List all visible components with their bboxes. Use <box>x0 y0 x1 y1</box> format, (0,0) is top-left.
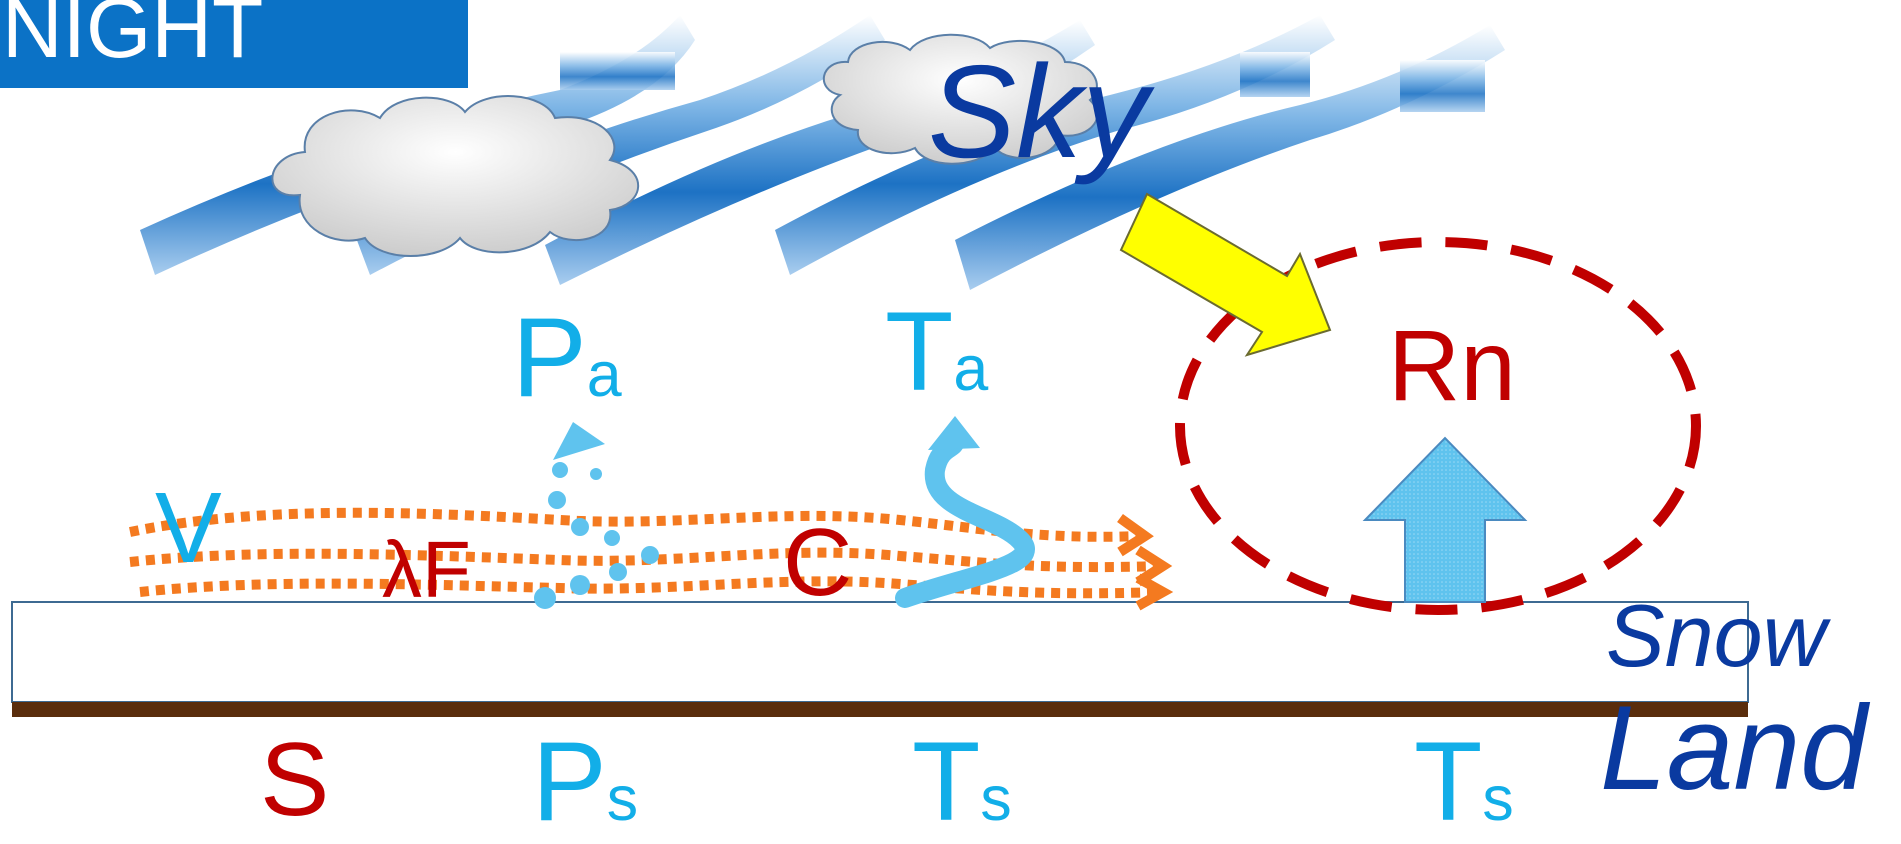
rn-label: Rn <box>1388 310 1516 422</box>
land-band <box>12 702 1748 717</box>
cloud-right <box>822 33 1099 165</box>
ts1-subscript: s <box>980 764 1012 834</box>
upward-radiation-arrow <box>1362 436 1528 603</box>
ts2-main: T <box>1414 719 1483 844</box>
diagram-canvas <box>11 15 1749 717</box>
night-label-box <box>0 0 468 88</box>
s-label: S <box>260 722 330 838</box>
sky-label: Sky <box>928 38 1149 185</box>
v-label: V <box>155 472 222 584</box>
vapor-arrowhead <box>553 422 605 460</box>
wind-arrow-head <box>1117 513 1154 557</box>
ta-label: Ta <box>885 296 988 408</box>
rn-dashed-circle <box>1175 237 1701 615</box>
vapor-dots <box>534 433 659 609</box>
wind-line <box>139 576 1161 599</box>
lambda-f-label: λF <box>382 525 471 614</box>
incoming-radiation-arrow <box>1119 192 1332 357</box>
wind-arrow-heads <box>1117 513 1174 611</box>
c-label: C <box>783 509 853 616</box>
ps-subscript: s <box>606 764 639 834</box>
snow-label: Snow <box>1606 586 1827 685</box>
ta-subscript: a <box>953 334 989 404</box>
wind-arrow-head <box>1135 573 1174 611</box>
land-label: Land <box>1600 681 1867 815</box>
sky-streak <box>955 25 1505 290</box>
heat-wave <box>895 430 1035 608</box>
wind-arrow-head <box>1135 545 1173 587</box>
pa-subscript: a <box>586 340 622 410</box>
ps-label: Ps <box>532 726 638 838</box>
snow-layer <box>11 601 1749 703</box>
ta-main: T <box>885 289 954 414</box>
night-label: NIGHT <box>2 0 264 75</box>
cloud-left <box>271 95 640 257</box>
ts2-subscript: s <box>1482 764 1514 834</box>
pa-main: P <box>512 295 587 420</box>
ts-label-1: Ts <box>912 726 1012 838</box>
ts-label-2: Ts <box>1414 726 1514 838</box>
ts1-main: T <box>912 719 981 844</box>
pa-label: Pa <box>512 302 622 414</box>
ps-main: P <box>532 719 607 844</box>
heat-wave-arrowhead <box>928 416 980 450</box>
